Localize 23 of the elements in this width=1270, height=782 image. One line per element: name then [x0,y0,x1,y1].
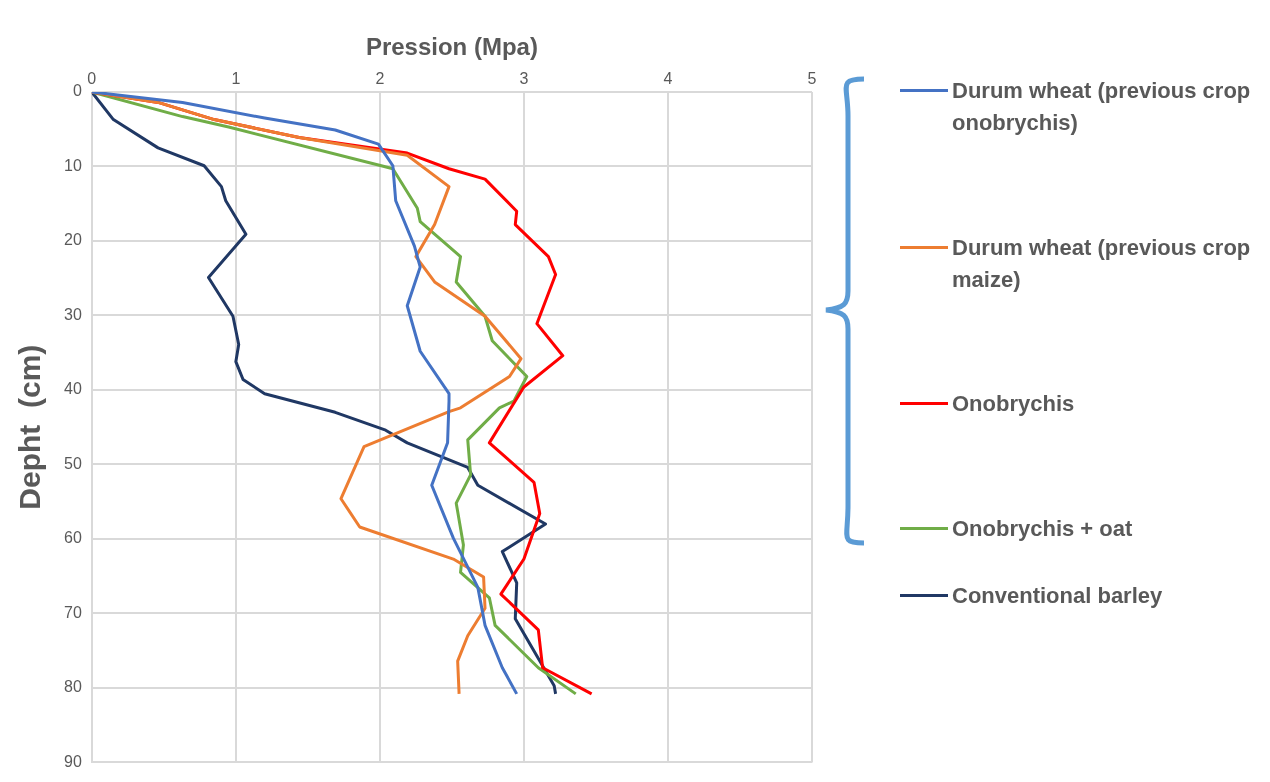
y-tick-label: 0 [72,82,82,100]
x-tick-label: 2 [375,69,385,87]
legend-label: Durum wheat (previous crop onobrychis) [952,77,1252,137]
y-tick-label: 70 [64,603,82,621]
y-tick-label: 10 [64,156,82,174]
legend-label: Onobrychis [952,390,1075,419]
y-tick-label: 90 [64,752,82,770]
legend-label: Conventional barley [952,582,1163,610]
y-tick-label: 60 [64,529,82,547]
legend-label: Durum wheat (previous crop maize) [952,233,1252,294]
y-tick-label: 50 [64,454,82,472]
x-tick-label: 4 [663,69,673,87]
x-tick-label: 0 [87,69,97,87]
y-axis-title: Depht (cm) [13,344,47,510]
y-tick-label: 40 [64,380,82,398]
x-axis-title: Pression (Mpa) [365,33,538,61]
y-tick-label: 80 [64,678,82,696]
legend-label: Onobrychis + oat [952,514,1133,543]
x-tick-label: 1 [231,69,241,87]
y-tick-label: 30 [64,305,82,323]
x-tick-label: 5 [807,69,817,87]
y-tick-label: 20 [64,231,82,249]
x-tick-label: 3 [519,69,529,87]
